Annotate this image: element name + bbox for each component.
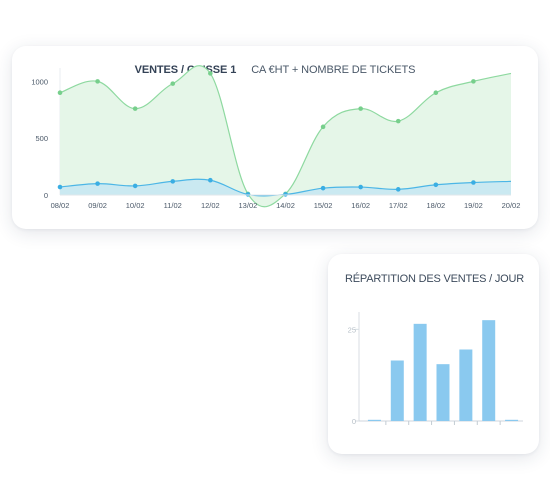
- tickets-series-point: [358, 184, 363, 190]
- sales-series-point: [320, 124, 326, 130]
- tickets-series-point: [320, 185, 326, 191]
- tickets-series-point: [283, 192, 288, 197]
- x-tick-label: 11/02: [164, 201, 182, 210]
- tickets-series-point: [208, 177, 213, 183]
- x-tick-label: 17/02: [389, 201, 408, 210]
- sales-series-point: [57, 90, 63, 96]
- y-tick-label: 1000: [31, 77, 48, 86]
- sales-series-point: [471, 79, 476, 84]
- x-tick-label: 18/02: [426, 201, 445, 210]
- tickets-series-point: [95, 181, 100, 186]
- sales-series-point: [208, 71, 213, 76]
- y-tick-label: 0: [44, 191, 48, 200]
- tickets-series-point: [57, 184, 63, 190]
- x-tick-label: 08/02: [51, 201, 70, 210]
- sales-series-point: [132, 106, 138, 111]
- tickets-series-point: [170, 179, 176, 184]
- x-tick-label: 10/02: [126, 201, 145, 210]
- sales-series-area: [60, 65, 511, 207]
- bar: [436, 364, 450, 421]
- x-tick-label: 19/02: [464, 201, 483, 210]
- line-chart-plot: 0 500 1000 08/02 09/02 10/02 11/02 12/02 13/02 14…: [31, 65, 521, 210]
- bar-chart-plot: 0 25: [348, 312, 523, 426]
- x-tick-label: 13/02: [239, 201, 258, 210]
- tickets-series-point: [245, 192, 251, 197]
- bar: [505, 419, 519, 421]
- bar: [390, 360, 404, 421]
- y-tick-label: 500: [35, 134, 48, 143]
- tickets-series-point: [471, 180, 476, 185]
- bar-chart-title: RÉPARTITION DES VENTES / JOUR: [345, 273, 524, 285]
- tickets-series-point: [433, 182, 439, 188]
- line-chart-subtitle: CA €HT + NOMBRE DE TICKETS: [251, 64, 416, 76]
- x-tick-label: 16/02: [351, 201, 370, 210]
- sales-line-card: VENTES / CAISSE 1 CA €HT + NOMBRE DE TIC…: [12, 46, 538, 229]
- x-tick-label: 09/02: [88, 201, 107, 210]
- bar-y-tick-label: 25: [348, 325, 356, 334]
- sales-series-point: [395, 118, 401, 124]
- sales-series-point: [170, 81, 176, 86]
- x-tick-label: 15/02: [314, 201, 333, 210]
- bar: [367, 419, 381, 421]
- x-tick-label: 14/02: [276, 201, 295, 210]
- bar: [459, 349, 473, 421]
- bar: [482, 320, 496, 421]
- sales-series-point: [433, 90, 439, 96]
- x-tick-label: 12/02: [201, 201, 220, 210]
- sales-series-point: [358, 106, 363, 111]
- bar-y-tick-label: 0: [352, 417, 356, 426]
- line-chart-header: VENTES / CAISSE 1 CA €HT + NOMBRE DE TIC…: [12, 64, 538, 76]
- tickets-series-point: [132, 183, 138, 189]
- tickets-series-point: [395, 187, 401, 192]
- x-tick-label: 20/02: [502, 201, 521, 210]
- bar: [413, 323, 427, 421]
- sales-series-point: [95, 79, 100, 84]
- daily-distribution-card: RÉPARTITION DES VENTES / JOUR 0 25: [328, 254, 539, 454]
